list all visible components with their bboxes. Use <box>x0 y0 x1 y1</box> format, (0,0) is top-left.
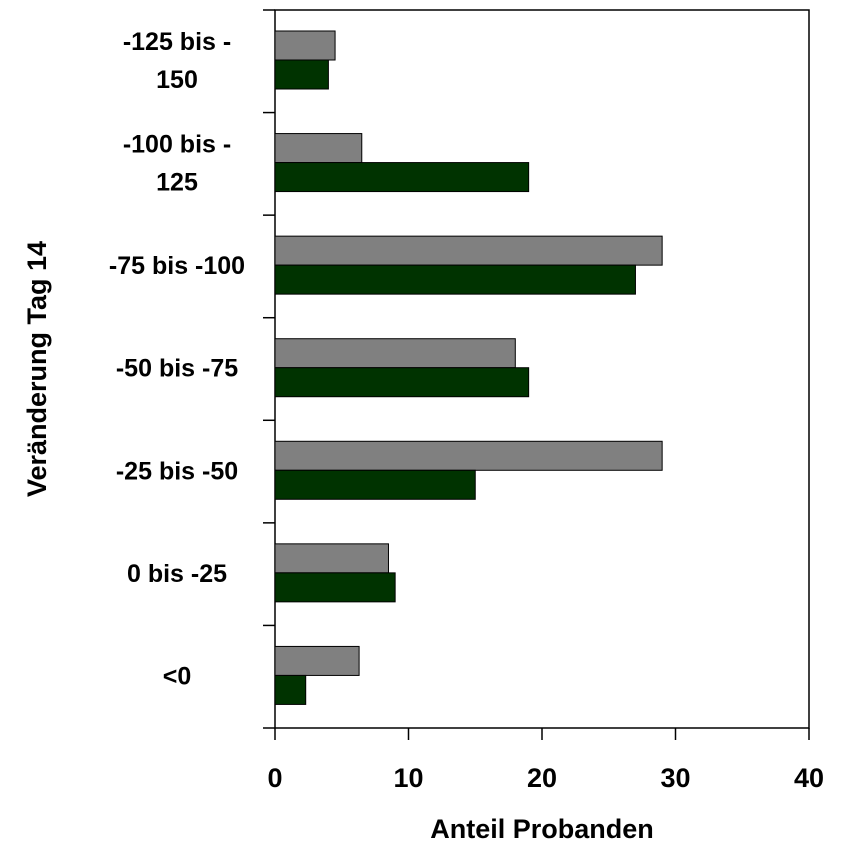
category-label-4-line-0: -25 bis -50 <box>116 457 238 485</box>
bar-series1-cat5 <box>274 572 396 603</box>
bar-series0-cat6 <box>274 645 360 676</box>
bar-series1-cat3 <box>274 367 530 398</box>
bar-series0-cat0 <box>274 30 336 61</box>
labels: 0 10 20 30 40 -125 bis - 150 -100 bis - 125 -75 b… <box>109 28 824 793</box>
bars <box>274 30 663 705</box>
x-tick-label-2: 20 <box>527 763 557 793</box>
category-label-1-line-1: 125 <box>156 169 198 197</box>
category-label-3: -50 bis -75 <box>116 355 238 383</box>
bar-series0-cat3 <box>274 338 516 369</box>
category-label-6-line-0: <0 <box>163 662 192 690</box>
x-axis-title: Anteil Probanden <box>430 814 654 844</box>
bar-series1-cat4 <box>274 469 476 500</box>
category-label-0: -125 bis - 150 <box>123 28 231 94</box>
x-tick-label-0: 0 <box>267 763 282 793</box>
y-axis-title: Veränderung Tag 14 <box>22 241 52 497</box>
category-label-4: -25 bis -50 <box>116 457 238 485</box>
category-label-2-line-0: -75 bis -100 <box>109 252 245 280</box>
bar-series0-cat5 <box>274 543 389 574</box>
bar-series0-cat4 <box>274 440 663 471</box>
x-tick-label-1: 10 <box>393 763 423 793</box>
category-label-5-line-0: 0 bis -25 <box>127 560 227 588</box>
bar-series1-cat0 <box>274 59 329 90</box>
x-tick-label-3: 30 <box>660 763 690 793</box>
bar-series0-cat2 <box>274 235 663 266</box>
ticks <box>263 9 810 740</box>
bar-series1-cat6 <box>274 674 307 705</box>
category-label-0-line-1: 150 <box>156 66 198 94</box>
category-label-6: <0 <box>163 662 192 690</box>
category-label-2: -75 bis -100 <box>109 252 245 280</box>
category-label-5: 0 bis -25 <box>127 560 227 588</box>
category-label-0-line-0: -125 bis - <box>123 28 231 56</box>
bar-series1-cat2 <box>274 264 636 295</box>
x-tick-label-4: 40 <box>794 763 824 793</box>
category-label-3-line-0: -50 bis -75 <box>116 355 238 383</box>
bar-series1-cat1 <box>274 162 530 193</box>
category-label-1-line-0: -100 bis - <box>123 131 231 159</box>
bar-series0-cat1 <box>274 133 363 164</box>
category-label-1: -100 bis - 125 <box>123 131 231 197</box>
